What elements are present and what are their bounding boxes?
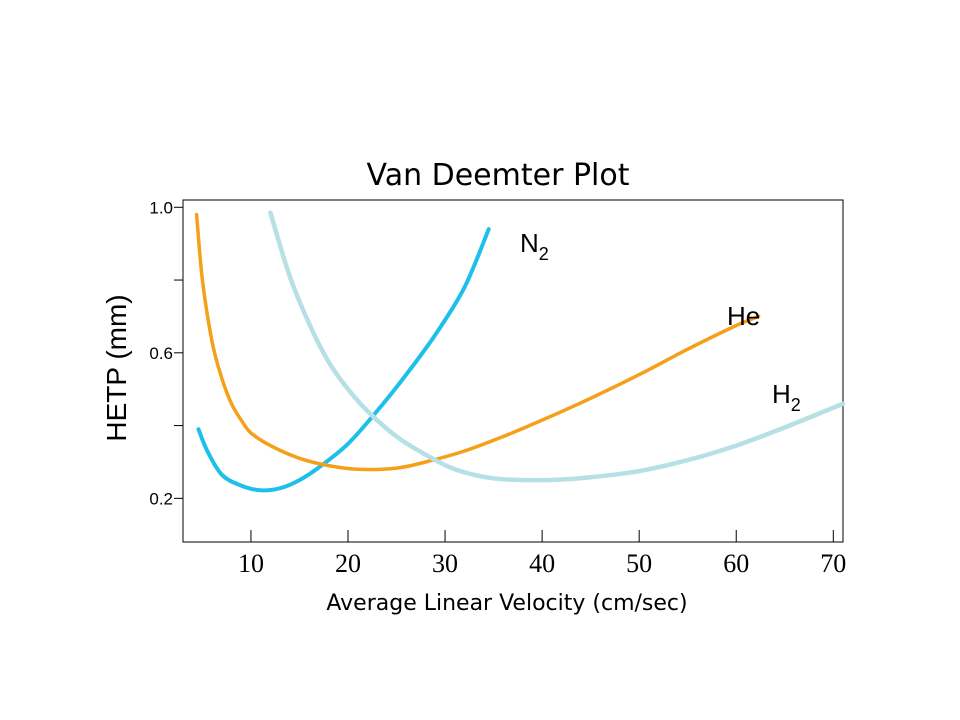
x-tick-label: 10 bbox=[238, 549, 264, 578]
y-tick-label: 0.6 bbox=[149, 344, 173, 363]
series-label-h2: H2 bbox=[772, 379, 801, 415]
x-axis-label: Average Linear Velocity (cm/sec) bbox=[326, 591, 687, 616]
y-tick-label: 1.0 bbox=[149, 198, 173, 217]
x-tick-label: 60 bbox=[723, 549, 749, 578]
series-curve-h2 bbox=[268, 210, 846, 483]
x-tick-label: 30 bbox=[432, 549, 458, 578]
series-label-n2: N2 bbox=[520, 228, 549, 264]
x-tick-label: 50 bbox=[626, 549, 652, 578]
chart-title: Van Deemter Plot bbox=[367, 158, 630, 193]
series-label-he: He bbox=[727, 301, 760, 331]
x-axis: 10 20 30 40 50 60 70 bbox=[238, 530, 846, 578]
y-tick-label: 0.2 bbox=[149, 489, 173, 508]
plot-frame bbox=[182, 199, 844, 543]
x-tick-label: 70 bbox=[820, 549, 846, 578]
y-axis-label: HETP (mm) bbox=[101, 294, 132, 441]
series-curve-he bbox=[194, 212, 761, 472]
x-tick-label: 40 bbox=[529, 549, 555, 578]
series-curves bbox=[194, 210, 846, 493]
x-tick-label: 20 bbox=[335, 549, 361, 578]
series-curve-n2 bbox=[196, 227, 491, 493]
y-axis: 0.2 0.6 1.0 bbox=[149, 198, 183, 508]
